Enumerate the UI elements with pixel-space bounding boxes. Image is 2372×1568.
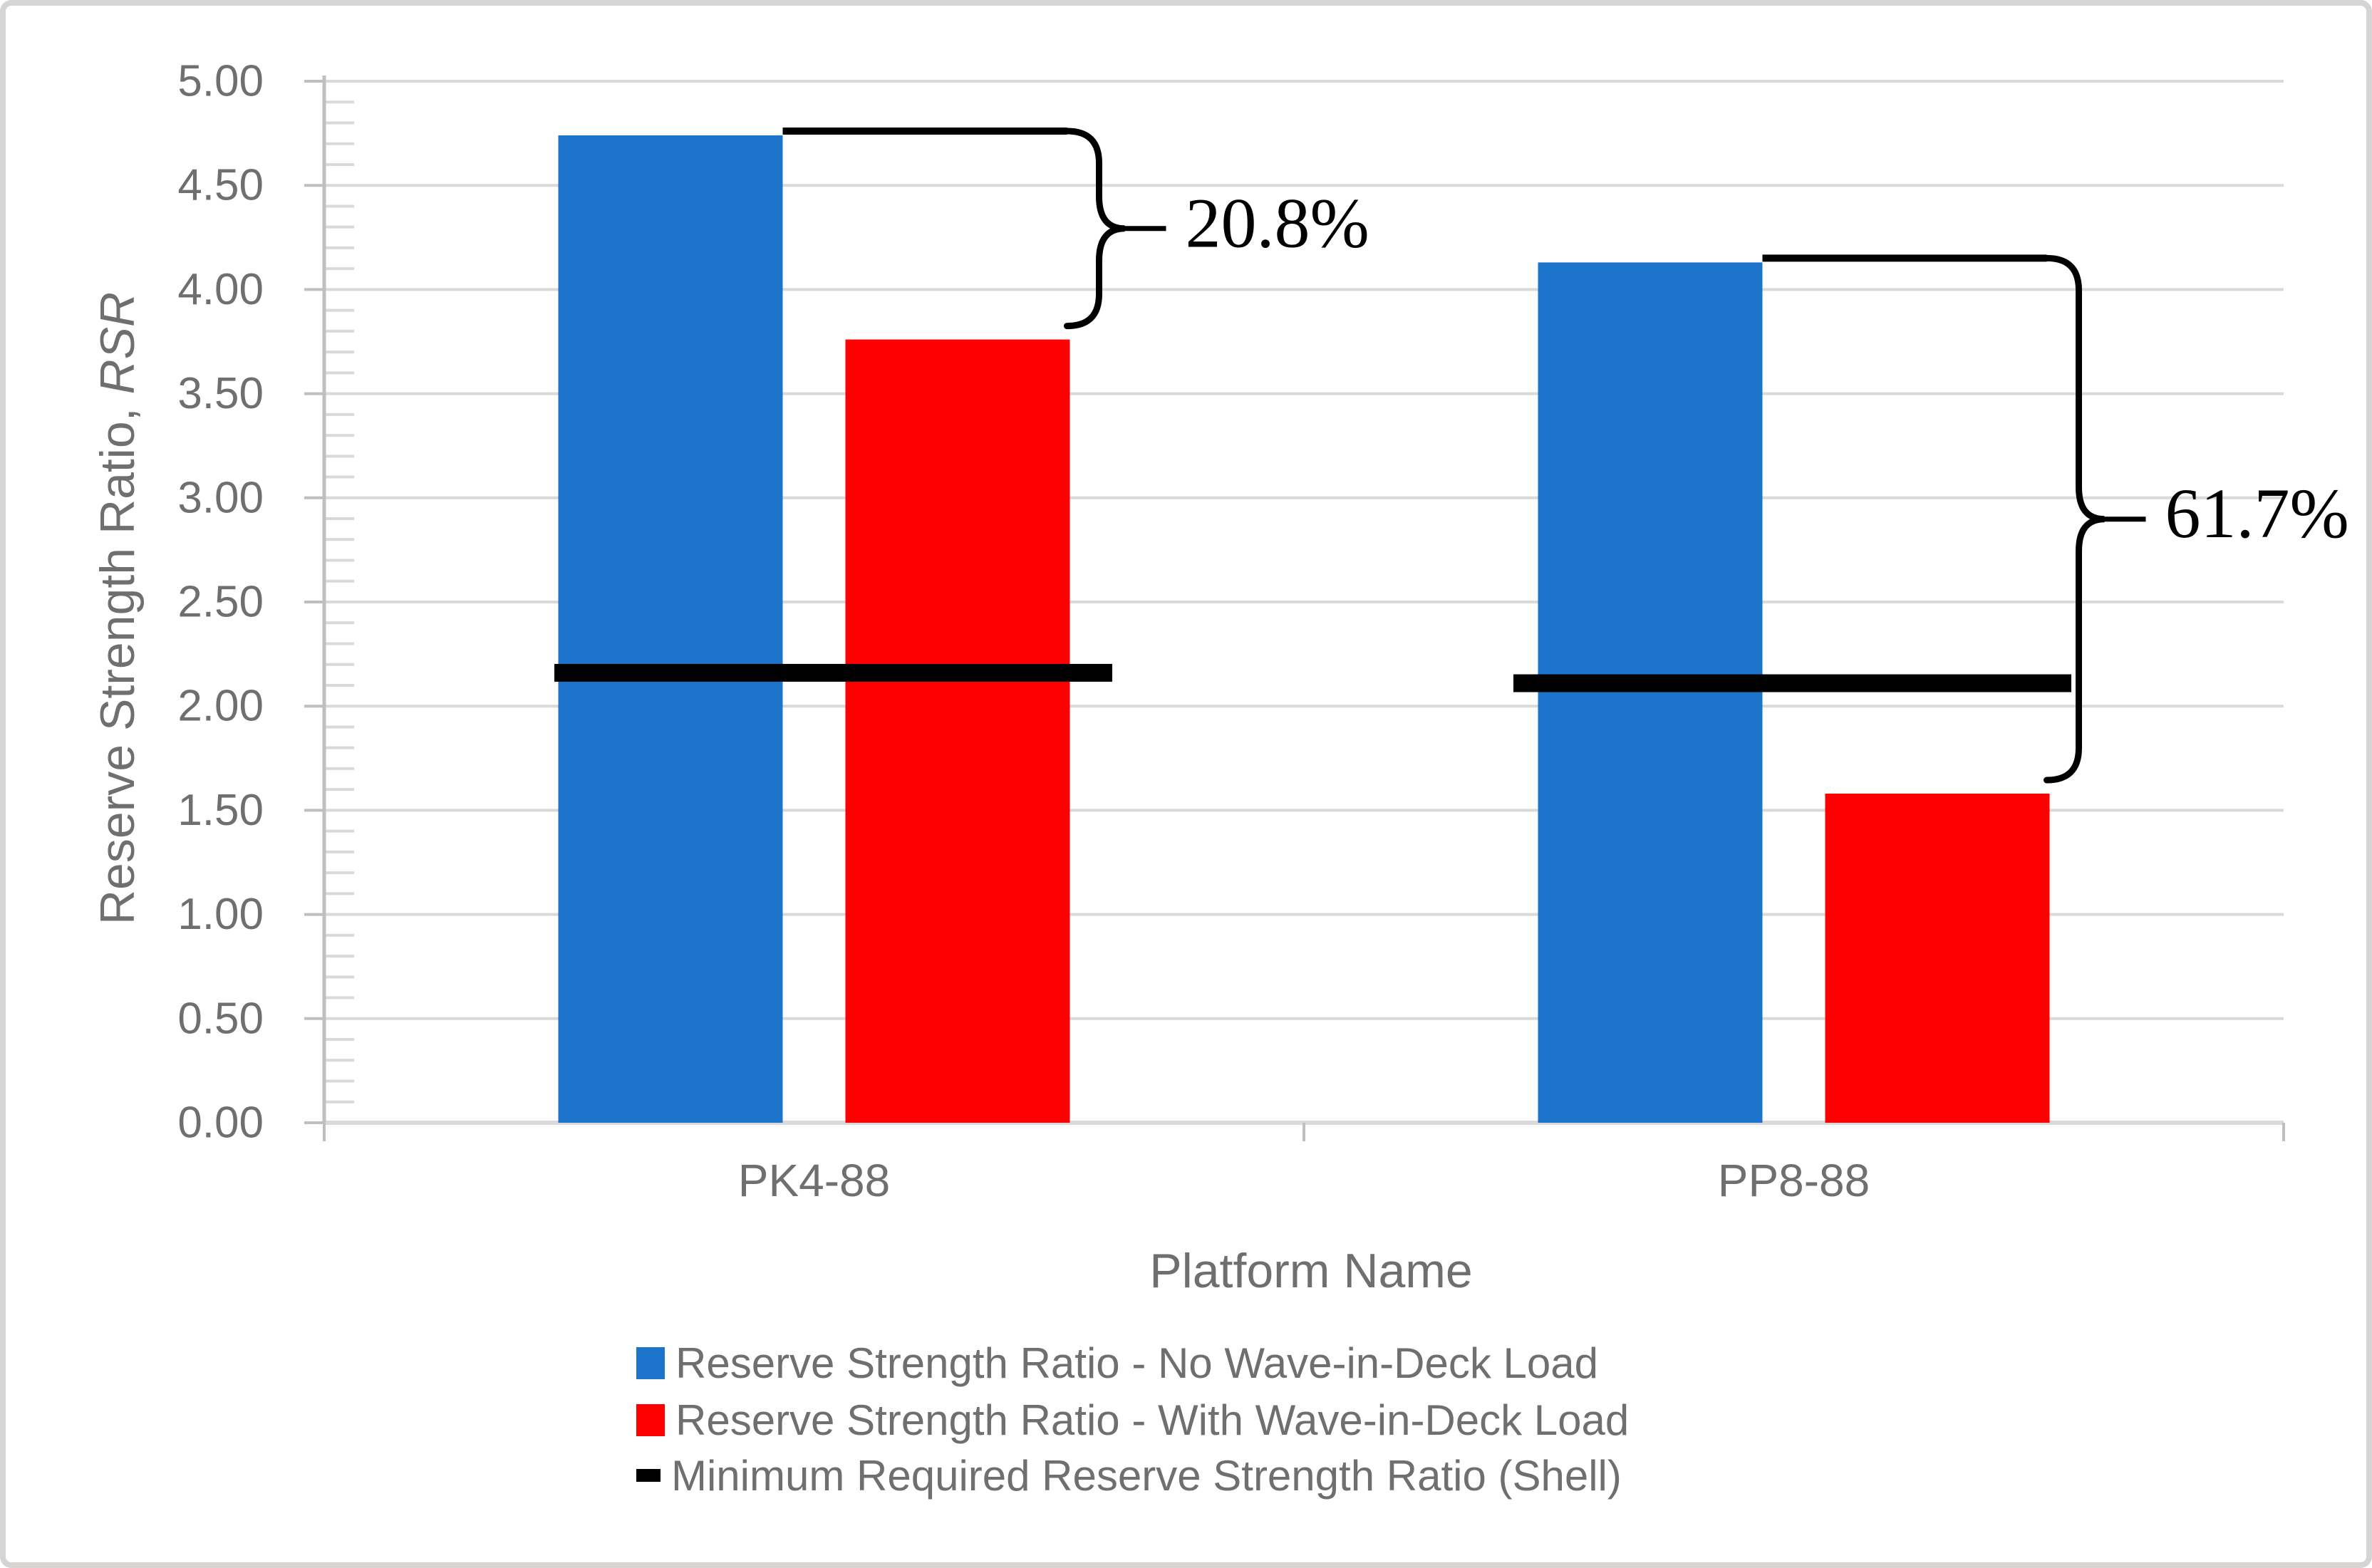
y-tick-label: 1.50 bbox=[177, 786, 264, 835]
y-tick-label: 3.00 bbox=[177, 473, 264, 522]
y-tick-label: 1.00 bbox=[177, 890, 264, 939]
y-tick-label: 2.00 bbox=[177, 682, 264, 731]
bar-with-wave-PK4-88 bbox=[845, 339, 1070, 1123]
y-tick-label: 5.00 bbox=[177, 57, 264, 106]
x-axis-title: Platform Name bbox=[1149, 1244, 1473, 1298]
y-tick-label: 0.50 bbox=[177, 994, 264, 1043]
x-category-label: PP8-88 bbox=[1718, 1155, 1870, 1206]
y-tick-label: 4.50 bbox=[177, 161, 264, 210]
y-tick-label: 0.00 bbox=[177, 1099, 264, 1148]
y-axis-title: Reserve Strength Ratio, RSR bbox=[90, 38, 145, 1178]
x-category-label: PK4-88 bbox=[738, 1155, 890, 1206]
y-tick-label: 2.50 bbox=[177, 578, 264, 627]
curly-brace bbox=[1064, 128, 1125, 330]
y-tick-label: 4.00 bbox=[177, 265, 264, 314]
bar-with-wave-PP8-88 bbox=[1825, 794, 2050, 1123]
bar-no-wave-PP8-88 bbox=[1538, 262, 1763, 1123]
pct-annotation-PP8-88: 61.7% bbox=[2165, 474, 2349, 553]
y-axis-title-text: Reserve Strength Ratio, bbox=[90, 394, 145, 925]
pct-annotation-PK4-88: 20.8% bbox=[1186, 183, 1369, 262]
y-axis-title-rsr: RSR bbox=[90, 291, 145, 395]
min-rsr-line-PK4-88 bbox=[554, 663, 1112, 682]
min-rsr-line-PP8-88 bbox=[1513, 674, 2071, 692]
curly-brace bbox=[2044, 254, 2105, 784]
y-tick-label: 3.50 bbox=[177, 369, 264, 418]
bar-no-wave-PK4-88 bbox=[558, 135, 783, 1123]
